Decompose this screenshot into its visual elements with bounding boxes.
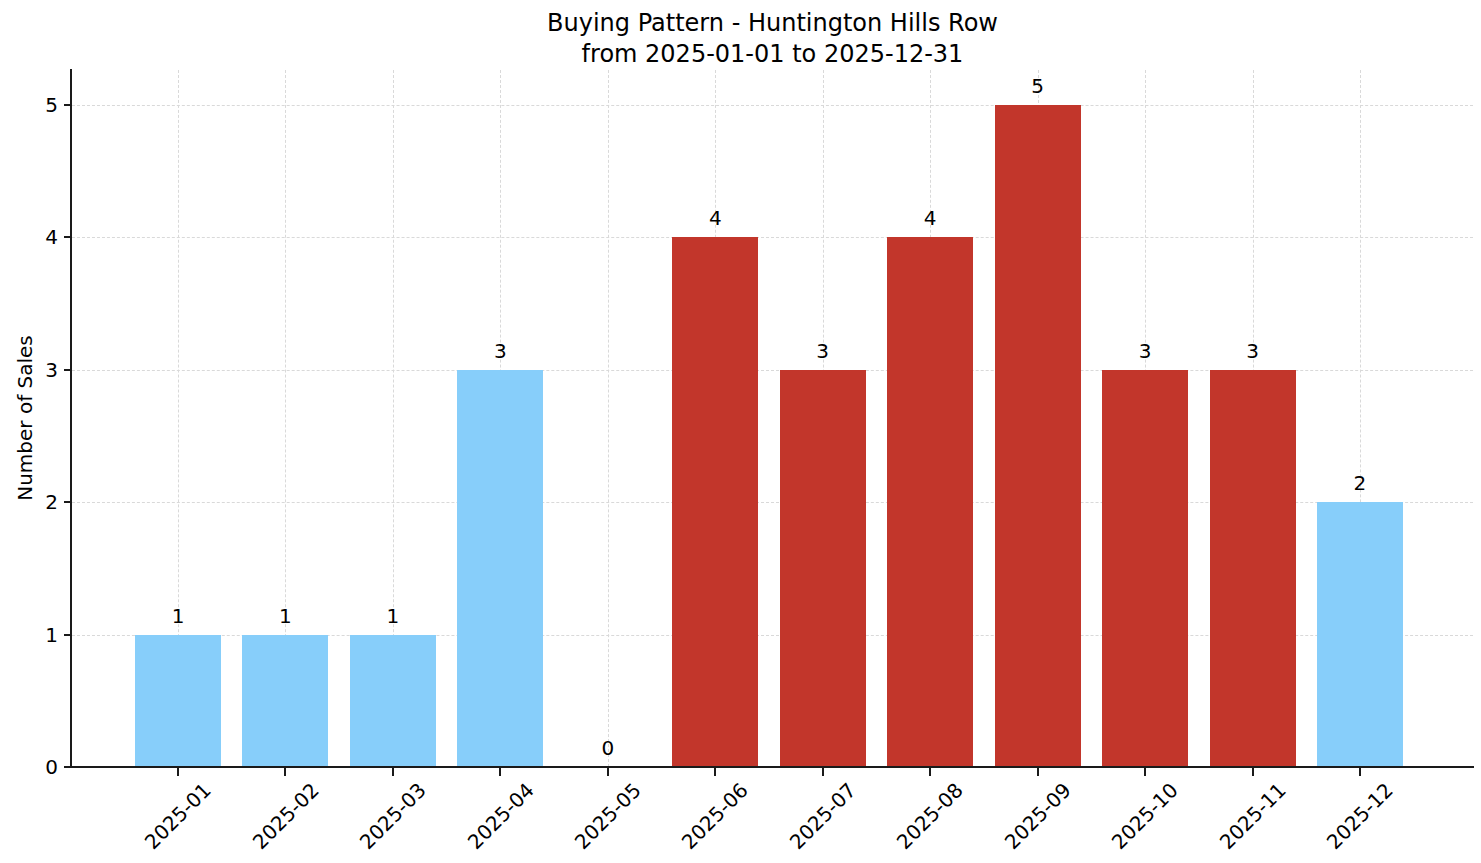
x-axis-tick bbox=[177, 768, 179, 776]
chart-title-line1: Buying Pattern - Huntington Hills Row bbox=[72, 8, 1473, 39]
y-tick-label: 5 bbox=[0, 93, 58, 117]
y-axis-tick bbox=[64, 501, 72, 503]
x-tick-label-text: 2025-06 bbox=[677, 778, 753, 854]
x-axis-tick bbox=[714, 768, 716, 776]
x-axis-tick bbox=[1252, 768, 1254, 776]
x-axis-tick bbox=[822, 768, 824, 776]
chart-title-line2: from 2025-01-01 to 2025-12-31 bbox=[72, 39, 1473, 70]
gridline-horizontal bbox=[72, 105, 1473, 106]
bar-value-label: 1 bbox=[333, 604, 453, 628]
bar-value-label: 3 bbox=[763, 339, 883, 363]
bar-2025-09 bbox=[995, 105, 1081, 767]
x-tick-label-text: 2025-01 bbox=[140, 778, 216, 854]
chart-title: Buying Pattern - Huntington Hills Row fr… bbox=[72, 8, 1473, 70]
bar-2025-07 bbox=[780, 370, 866, 767]
bar-value-label: 3 bbox=[1193, 339, 1313, 363]
x-axis-spine bbox=[70, 766, 1474, 768]
y-tick-label: 4 bbox=[0, 225, 58, 249]
y-tick-label: 3 bbox=[0, 358, 58, 382]
x-tick-label-text: 2025-12 bbox=[1322, 778, 1398, 854]
y-axis-title: Number of Sales bbox=[12, 268, 38, 568]
plot-area: 111304345332 bbox=[72, 70, 1473, 767]
bar-value-label: 5 bbox=[978, 74, 1098, 98]
bar-2025-10 bbox=[1102, 370, 1188, 767]
bar-2025-11 bbox=[1210, 370, 1296, 767]
bar-2025-08 bbox=[887, 237, 973, 767]
bar-value-label: 3 bbox=[440, 339, 560, 363]
x-axis-tick bbox=[929, 768, 931, 776]
bar-value-label: 0 bbox=[548, 736, 668, 760]
y-tick-label: 1 bbox=[0, 623, 58, 647]
x-axis-tick bbox=[499, 768, 501, 776]
x-tick-label-text: 2025-07 bbox=[785, 778, 861, 854]
y-axis-spine bbox=[70, 69, 72, 768]
x-tick-label-2025-12: 2025-12 bbox=[1285, 779, 1435, 853]
x-tick-label-text: 2025-11 bbox=[1214, 778, 1290, 854]
x-axis-tick bbox=[1144, 768, 1146, 776]
bar-chart-figure: Buying Pattern - Huntington Hills Row fr… bbox=[0, 0, 1481, 863]
bar-value-label: 3 bbox=[1085, 339, 1205, 363]
x-axis-tick bbox=[1037, 768, 1039, 776]
bar-value-label: 1 bbox=[118, 604, 238, 628]
bar-value-label: 4 bbox=[870, 206, 990, 230]
x-tick-label-text: 2025-05 bbox=[570, 778, 646, 854]
gridline-horizontal bbox=[72, 237, 1473, 238]
y-tick-label: 0 bbox=[0, 755, 58, 779]
bar-2025-03 bbox=[350, 635, 436, 767]
bar-value-label: 1 bbox=[225, 604, 345, 628]
y-tick-label: 2 bbox=[0, 490, 58, 514]
x-axis-tick bbox=[284, 768, 286, 776]
y-axis-tick bbox=[64, 104, 72, 106]
y-axis-tick bbox=[64, 634, 72, 636]
x-axis-tick bbox=[1359, 768, 1361, 776]
bar-2025-02 bbox=[242, 635, 328, 767]
bar-value-label: 4 bbox=[655, 206, 775, 230]
x-axis-tick bbox=[392, 768, 394, 776]
x-axis-tick bbox=[607, 768, 609, 776]
x-tick-label-text: 2025-02 bbox=[247, 778, 323, 854]
bar-2025-06 bbox=[672, 237, 758, 767]
bar-2025-04 bbox=[457, 370, 543, 767]
x-tick-label-text: 2025-03 bbox=[355, 778, 431, 854]
x-tick-label-text: 2025-08 bbox=[892, 778, 968, 854]
bar-2025-01 bbox=[135, 635, 221, 767]
y-axis-tick bbox=[64, 369, 72, 371]
x-tick-label-text: 2025-04 bbox=[462, 778, 538, 854]
x-tick-label-text: 2025-09 bbox=[1000, 778, 1076, 854]
bar-value-label: 2 bbox=[1300, 471, 1420, 495]
gridline-vertical bbox=[608, 70, 609, 767]
y-axis-tick bbox=[64, 236, 72, 238]
y-axis-tick bbox=[64, 766, 72, 768]
bar-2025-12 bbox=[1317, 502, 1403, 767]
x-tick-label-text: 2025-10 bbox=[1107, 778, 1183, 854]
